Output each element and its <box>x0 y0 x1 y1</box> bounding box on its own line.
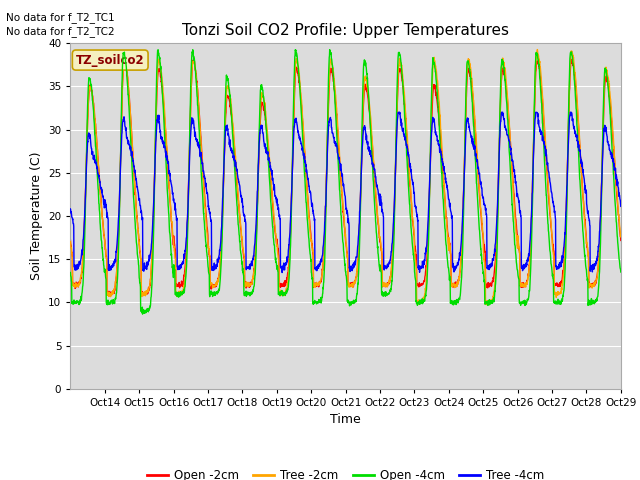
Text: No data for f_T2_TC1: No data for f_T2_TC1 <box>6 12 115 23</box>
Tree -2cm <box>534 47 541 52</box>
Legend: Open -2cm, Tree -2cm, Open -4cm, Tree -4cm: Open -2cm, Tree -2cm, Open -4cm, Tree -4… <box>142 464 549 480</box>
Open -4cm <box>609 171 617 177</box>
Line: Tree -2cm: Tree -2cm <box>70 49 621 305</box>
Open -2cm <box>609 142 617 148</box>
Tree -2cm <box>379 282 387 288</box>
Open -2cm <box>241 256 248 262</box>
Open -2cm <box>379 283 387 288</box>
Tree -4cm <box>394 109 402 115</box>
Tree -2cm <box>484 302 492 308</box>
Tree -4cm <box>379 210 387 216</box>
Tree -2cm <box>609 135 617 141</box>
Tree -2cm <box>67 239 74 244</box>
Tree -2cm <box>543 160 550 166</box>
Open -4cm <box>241 293 248 299</box>
Y-axis label: Soil Temperature (C): Soil Temperature (C) <box>29 152 43 280</box>
Tree -4cm <box>240 212 248 217</box>
Tree -4cm <box>617 204 625 209</box>
Line: Open -4cm: Open -4cm <box>70 50 621 314</box>
Tree -4cm <box>278 270 286 276</box>
Text: No data for f_T2_TC2: No data for f_T2_TC2 <box>6 26 115 37</box>
Tree -4cm <box>122 124 129 130</box>
Open -4cm <box>543 199 550 205</box>
Title: Tonzi Soil CO2 Profile: Upper Temperatures: Tonzi Soil CO2 Profile: Upper Temperatur… <box>182 23 509 38</box>
Open -4cm <box>512 251 520 256</box>
Tree -2cm <box>511 220 519 226</box>
Tree -4cm <box>609 156 617 162</box>
Open -4cm <box>122 55 129 61</box>
Open -2cm <box>122 61 129 67</box>
Text: TZ_soilco2: TZ_soilco2 <box>76 54 145 67</box>
Tree -2cm <box>240 254 248 260</box>
Open -2cm <box>106 293 114 299</box>
Open -2cm <box>67 237 74 243</box>
X-axis label: Time: Time <box>330 413 361 426</box>
Open -4cm <box>326 47 333 53</box>
Open -4cm <box>379 291 387 297</box>
Tree -2cm <box>617 234 625 240</box>
Line: Open -2cm: Open -2cm <box>70 59 621 296</box>
Open -4cm <box>139 311 147 317</box>
Open -2cm <box>511 212 519 218</box>
Open -2cm <box>568 56 576 62</box>
Open -2cm <box>543 159 550 165</box>
Open -4cm <box>67 270 74 276</box>
Line: Tree -4cm: Tree -4cm <box>70 112 621 273</box>
Open -4cm <box>617 269 625 275</box>
Tree -4cm <box>512 179 520 184</box>
Open -2cm <box>617 238 625 243</box>
Tree -4cm <box>67 206 74 212</box>
Tree -2cm <box>122 61 129 67</box>
Tree -4cm <box>543 156 550 162</box>
